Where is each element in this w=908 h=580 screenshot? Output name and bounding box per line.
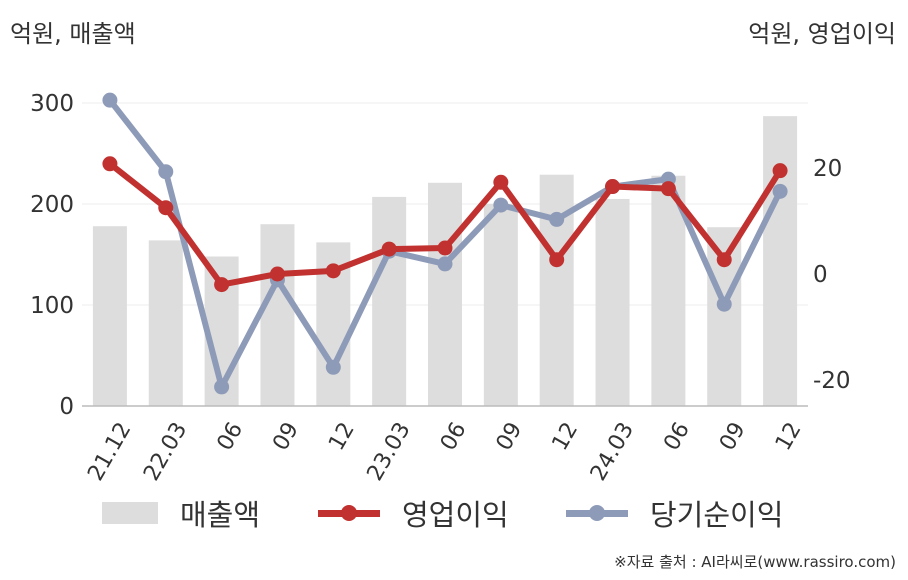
bar-revenue-1 — [148, 240, 183, 406]
point-operating-profit-4 — [325, 263, 341, 279]
left-tick-label-300: 300 — [30, 91, 74, 117]
bar-revenue-10 — [651, 175, 686, 406]
point-operating-profit-0 — [102, 156, 118, 172]
x-tick-label-5: 23.03 — [363, 418, 416, 485]
bar-revenue-6 — [428, 182, 462, 406]
point-net-income-7 — [493, 197, 509, 213]
x-tick-label-11: 09 — [715, 418, 751, 455]
point-net-income-12 — [772, 183, 788, 199]
x-tick-label-12: 12 — [771, 418, 807, 455]
right-tick-label-20: 20 — [813, 156, 842, 182]
right-axis-unit-label: 억원, 영업이익 — [748, 20, 896, 48]
point-net-income-11 — [716, 296, 732, 312]
point-operating-profit-9 — [605, 179, 621, 195]
legend-item-net-income: 당기순이익 — [566, 492, 783, 534]
bar-revenue-12 — [763, 116, 798, 406]
x-tick-label-9: 24.03 — [586, 418, 639, 485]
x-tick-label-7: 09 — [492, 418, 528, 455]
point-operating-profit-2 — [214, 277, 230, 293]
x-tick-label-6: 06 — [436, 418, 472, 455]
point-operating-profit-10 — [660, 181, 676, 197]
point-net-income-0 — [102, 92, 118, 108]
point-operating-profit-8 — [549, 252, 565, 268]
x-tick-label-8: 12 — [548, 418, 584, 455]
legend-swatch-operating-profit — [318, 502, 380, 524]
legend-label-revenue: 매출액 — [180, 498, 261, 532]
point-operating-profit-5 — [381, 241, 397, 257]
point-operating-profit-3 — [269, 266, 285, 282]
x-tick-label-0: 21.12 — [83, 418, 136, 485]
left-tick-label-200: 200 — [30, 192, 74, 218]
bar-revenue-7 — [483, 204, 518, 406]
point-net-income-8 — [549, 211, 565, 227]
point-net-income-1 — [158, 164, 174, 180]
legend-item-revenue: 매출액 — [102, 492, 260, 534]
bar-revenue-0 — [92, 226, 127, 406]
point-net-income-2 — [214, 379, 230, 395]
point-operating-profit-11 — [716, 252, 732, 268]
point-operating-profit-7 — [493, 174, 509, 190]
x-tick-label-4: 12 — [324, 418, 360, 455]
left-tick-label-100: 100 — [30, 293, 74, 319]
x-tick-label-2: 06 — [212, 418, 248, 455]
x-tick-label-3: 09 — [268, 418, 304, 455]
point-net-income-6 — [437, 256, 453, 272]
point-operating-profit-6 — [437, 240, 453, 256]
legend-swatch-net-income — [566, 502, 628, 524]
legend-item-operating-profit: 영업이익 — [318, 492, 509, 534]
legend-label-net-income: 당기순이익 — [650, 498, 784, 532]
x-tick-label-10: 06 — [659, 418, 695, 455]
right-tick-label--20: -20 — [813, 368, 851, 394]
legend-label-operating-profit: 영업이익 — [402, 498, 509, 532]
bar-series-revenue — [92, 116, 798, 406]
right-tick-label-0: 0 — [813, 262, 828, 288]
source-credit: ※자료 출처 : AI라씨로(www.rassiro.com) — [614, 553, 896, 571]
x-tick-label-1: 22.03 — [139, 418, 192, 485]
legend: 매출액 영업이익 당기순이익 — [0, 492, 908, 536]
point-operating-profit-1 — [158, 200, 174, 216]
line-series — [102, 92, 788, 395]
legend-swatch-revenue — [102, 502, 158, 524]
point-net-income-4 — [325, 359, 341, 375]
left-axis-unit-label: 억원, 매출액 — [10, 20, 136, 48]
bar-revenue-3 — [260, 224, 295, 406]
bar-revenue-5 — [372, 196, 407, 406]
bar-revenue-9 — [595, 198, 630, 406]
left-tick-label-0: 0 — [59, 394, 74, 420]
point-operating-profit-12 — [772, 163, 788, 179]
